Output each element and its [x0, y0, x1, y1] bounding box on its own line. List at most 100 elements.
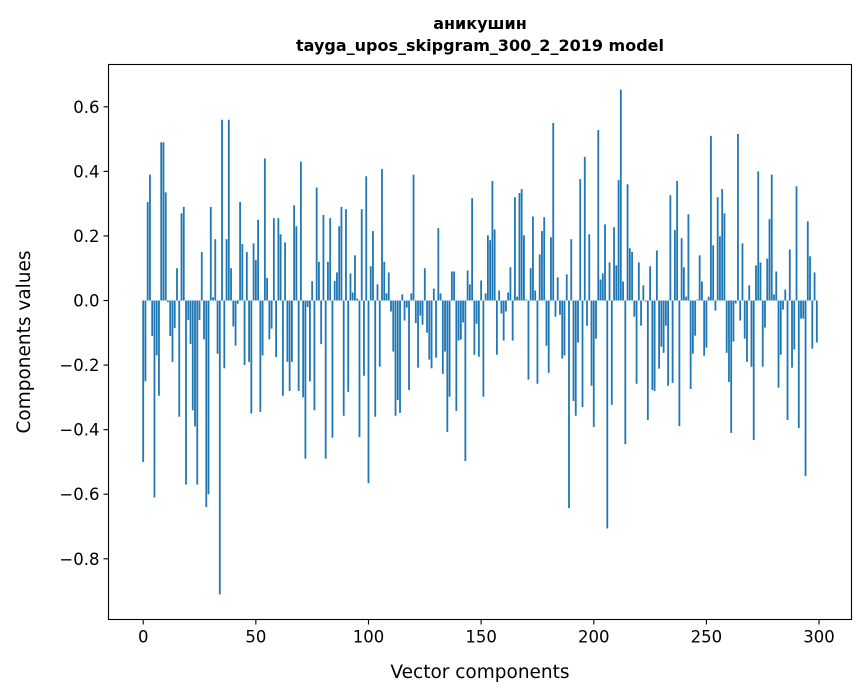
bar-202	[597, 130, 600, 301]
bar-133	[441, 300, 444, 374]
bar-111	[392, 300, 395, 352]
bar-137	[450, 271, 453, 301]
bar-167	[518, 192, 521, 301]
bar-87	[338, 226, 341, 301]
bar-11	[167, 300, 169, 303]
bar-141	[459, 300, 462, 340]
bar-196	[583, 156, 586, 301]
bar-259	[725, 300, 728, 353]
bar-174	[534, 290, 537, 301]
bar-187	[563, 300, 566, 356]
y-tick-label: −0.4	[59, 421, 99, 440]
bar-108	[385, 293, 388, 301]
bar-37	[225, 239, 228, 301]
bar-166	[516, 296, 519, 301]
bar-169	[523, 235, 525, 301]
bar-250	[705, 300, 708, 348]
bar-206	[606, 300, 609, 529]
bar-197	[586, 300, 588, 326]
bar-85	[333, 281, 336, 301]
bar-76	[313, 300, 316, 411]
bar-125	[423, 268, 426, 301]
bar-59	[275, 300, 278, 358]
bar-52	[259, 300, 262, 412]
bar-248	[701, 281, 703, 301]
bar-181	[550, 237, 552, 301]
bar-118	[408, 300, 410, 390]
x-axis-ticks: 0 50 100 150 200 250 300	[138, 619, 835, 647]
bar-245	[694, 300, 697, 336]
bar-188	[565, 274, 568, 301]
plot-frame	[107, 63, 853, 621]
bar-104	[376, 284, 379, 301]
bar-158	[498, 290, 501, 301]
bar-15	[176, 268, 178, 301]
bar-180	[547, 300, 550, 373]
bar-172	[529, 268, 532, 301]
bar-90	[345, 209, 347, 301]
y-tick-label: 0.6	[73, 98, 99, 117]
bar-212	[619, 89, 622, 301]
bar-58	[272, 218, 275, 301]
y-tick-label: 0.0	[73, 292, 99, 311]
bar-268	[746, 300, 748, 362]
bar-96	[358, 300, 361, 438]
bar-43	[239, 202, 241, 301]
bar-126	[426, 300, 428, 333]
bar-50	[254, 260, 257, 301]
bar-151	[482, 300, 485, 397]
bar-9	[162, 142, 165, 301]
bar-65	[288, 300, 291, 391]
bar-30	[209, 206, 212, 301]
bar-278	[768, 219, 771, 301]
bar-160	[502, 300, 505, 341]
bar-281	[775, 271, 778, 301]
bar-277	[766, 258, 769, 301]
bar-293	[802, 300, 805, 319]
bar-152	[484, 293, 487, 301]
bar-132	[439, 293, 442, 301]
bar-145	[468, 284, 471, 301]
bar-255	[716, 197, 719, 301]
bar-185	[559, 300, 561, 315]
bar-253	[712, 245, 715, 301]
bar-195	[581, 300, 584, 408]
bar-191	[572, 300, 575, 401]
bar-3	[149, 174, 151, 301]
bar-92	[349, 273, 352, 301]
bar-21	[189, 300, 192, 345]
bar-163	[509, 267, 512, 301]
bar-119	[410, 293, 413, 301]
bar-75	[311, 281, 314, 301]
bar-240	[682, 267, 685, 301]
bar-0	[142, 300, 145, 462]
bar-171	[527, 300, 530, 380]
bar-121	[414, 300, 417, 324]
bar-208	[610, 300, 613, 405]
bar-247	[698, 255, 701, 301]
bar-231	[662, 300, 665, 353]
bar-1	[144, 300, 147, 382]
bar-241	[685, 296, 688, 301]
bar-282	[777, 300, 780, 388]
bar-194	[579, 179, 582, 301]
x-tick-label: 100	[353, 628, 385, 647]
y-tick-label: 0.2	[73, 227, 99, 246]
y-axis-ticks: −0.8 −0.6 −0.4 −0.2 0.0 0.2 0.4 0.6	[59, 98, 109, 569]
chart-title-line-2: tayga_upos_skipgram_300_2_2019 model	[296, 36, 664, 55]
bar-209	[613, 227, 615, 301]
bar-175	[536, 300, 539, 384]
bar-130	[435, 300, 437, 358]
bar-113	[396, 300, 399, 400]
bar-299	[815, 300, 818, 343]
bar-296	[809, 256, 811, 301]
bar-70	[299, 161, 302, 301]
bar-13	[171, 300, 174, 362]
bar-189	[568, 300, 570, 509]
bar-71	[302, 300, 305, 398]
bar-127	[428, 300, 431, 360]
bar-155	[491, 181, 494, 301]
bar-63	[284, 242, 287, 301]
bar-272	[755, 265, 757, 301]
